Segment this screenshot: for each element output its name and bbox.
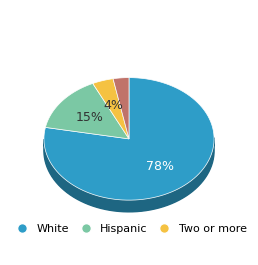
Polygon shape (44, 78, 214, 200)
Polygon shape (93, 79, 129, 139)
Text: 15%: 15% (76, 111, 104, 123)
Ellipse shape (44, 89, 214, 212)
Text: 78%: 78% (147, 160, 174, 173)
Polygon shape (113, 78, 129, 139)
Legend: White, Hispanic, Two or more: White, Hispanic, Two or more (8, 221, 250, 237)
Text: 4%: 4% (104, 99, 124, 112)
Polygon shape (45, 83, 129, 139)
Polygon shape (44, 138, 214, 212)
